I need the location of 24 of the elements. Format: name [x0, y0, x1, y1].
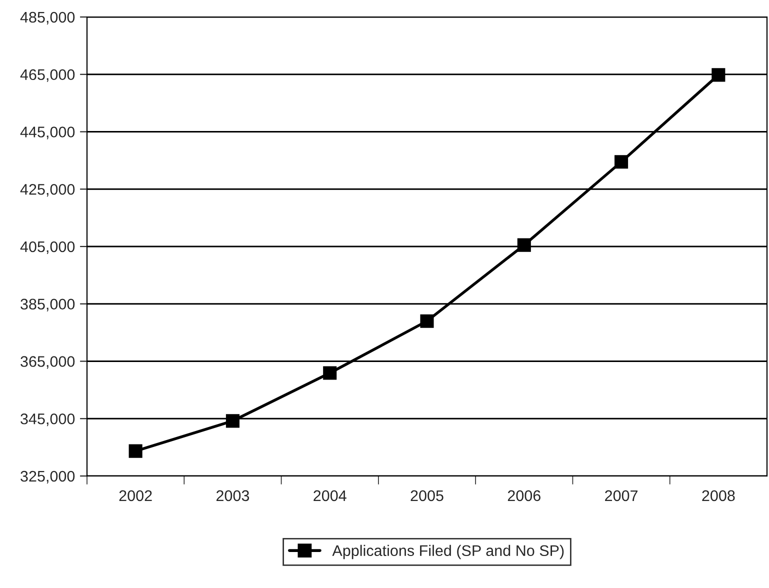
y-tick-label: 385,000 [20, 298, 75, 312]
x-tick-label: 2006 [508, 490, 540, 502]
x-tick-label: 2002 [119, 490, 152, 502]
x-tick-label: 2003 [216, 490, 250, 502]
x-tick-label: 2005 [410, 490, 444, 502]
y-tick-label: 325,000 [20, 470, 75, 484]
point [614, 155, 628, 169]
point [128, 444, 142, 458]
point [712, 68, 726, 82]
y-tick-label: 405,000 [20, 241, 75, 254]
y-tick-label: 365,000 [20, 356, 75, 369]
y-tick-label: 445,000 [20, 126, 75, 140]
legend-label: Applications Filed (SP and No SP) [332, 544, 564, 560]
y-tick-label: 425,000 [20, 184, 75, 197]
y-tick-label: 485,000 [20, 12, 75, 24]
x-tick-label: 2008 [702, 490, 735, 502]
point [323, 366, 337, 380]
y-tick-label: 345,000 [20, 413, 75, 426]
y-tick-label: 465,000 [20, 69, 75, 82]
x-tick-label: 2007 [605, 490, 638, 502]
x-tick-label: 2004 [314, 490, 346, 502]
point [517, 238, 531, 252]
point [420, 314, 434, 328]
point [226, 414, 240, 428]
